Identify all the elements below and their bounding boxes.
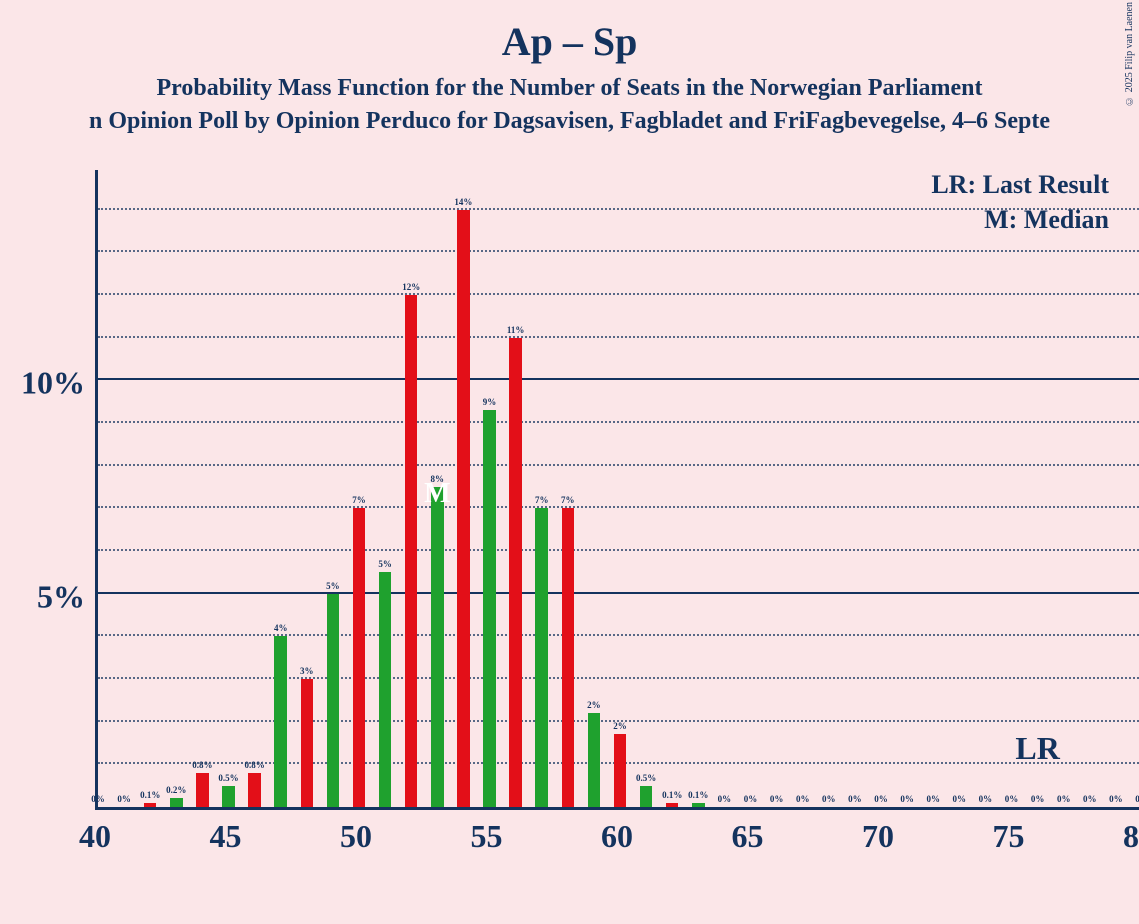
gridline-minor	[98, 634, 1139, 636]
bar-value-label: 0%	[1083, 794, 1097, 804]
gridline-major	[98, 378, 1139, 380]
bar-value-label: 0%	[796, 794, 810, 804]
median-marker: M	[424, 478, 450, 510]
bar-value-label: 0%	[979, 794, 993, 804]
bar-value-label: 0%	[117, 794, 131, 804]
gridline-minor	[98, 293, 1139, 295]
bar-value-label: 0%	[848, 794, 862, 804]
bar-value-label: 2%	[587, 700, 601, 710]
bar-value-label: 0%	[953, 794, 967, 804]
pmf-bar	[614, 734, 627, 807]
bar-value-label: 0%	[91, 794, 105, 804]
gridline-minor	[98, 506, 1139, 508]
pmf-bar	[666, 803, 679, 807]
gridline-major	[98, 592, 1139, 594]
x-axis-tick-label: 55	[471, 818, 503, 855]
bar-value-label: 12%	[402, 282, 420, 292]
pmf-bar	[562, 508, 575, 807]
pmf-bar	[483, 410, 496, 807]
bar-value-label: 0.5%	[218, 773, 238, 783]
gridline-minor	[98, 421, 1139, 423]
chart-title: Ap – Sp	[0, 0, 1139, 65]
gridline-minor	[98, 208, 1139, 210]
bar-value-label: 4%	[274, 623, 288, 633]
bar-value-label: 0%	[1109, 794, 1123, 804]
bar-value-label: 11%	[507, 325, 525, 335]
bar-value-label: 0%	[718, 794, 732, 804]
bar-value-label: 0.1%	[688, 790, 708, 800]
last-result-marker: LR	[1015, 730, 1059, 767]
legend-lr: LR: Last Result	[931, 170, 1109, 200]
bar-value-label: 0%	[1031, 794, 1045, 804]
bar-value-label: 0%	[926, 794, 940, 804]
gridline-minor	[98, 464, 1139, 466]
y-axis-tick-label: 10%	[21, 365, 85, 402]
pmf-bar	[692, 803, 705, 807]
gridline-minor	[98, 250, 1139, 252]
bar-value-label: 14%	[454, 197, 472, 207]
bar-value-label: 0%	[744, 794, 758, 804]
pmf-bar	[222, 786, 235, 807]
bar-value-label: 0%	[874, 794, 888, 804]
pmf-bar	[535, 508, 548, 807]
pmf-bar	[509, 338, 522, 807]
bar-value-label: 0%	[1005, 794, 1019, 804]
bar-value-label: 0%	[822, 794, 836, 804]
chart-subtitle-1: Probability Mass Function for the Number…	[0, 65, 1139, 102]
x-axis-tick-label: 40	[79, 818, 111, 855]
pmf-bar	[196, 773, 209, 807]
bar-value-label: 7%	[352, 495, 366, 505]
bar-value-label: 2%	[613, 721, 627, 731]
bar-value-label: 0.1%	[140, 790, 160, 800]
bar-value-label: 0%	[770, 794, 784, 804]
bar-value-label: 7%	[561, 495, 575, 505]
copyright-text: © 2025 Filip van Laenen	[1124, 2, 1135, 106]
x-axis-tick-label: 75	[993, 818, 1025, 855]
x-axis-tick-label: 60	[601, 818, 633, 855]
pmf-bar	[144, 803, 157, 807]
x-axis-tick-label: 50	[340, 818, 372, 855]
x-axis-tick-label: 80	[1123, 818, 1139, 855]
bar-value-label: 0%	[1057, 794, 1071, 804]
bar-value-label: 5%	[326, 581, 340, 591]
gridline-minor	[98, 549, 1139, 551]
bar-value-label: 0%	[1135, 794, 1139, 804]
bar-value-label: 0%	[900, 794, 914, 804]
pmf-bar	[640, 786, 653, 807]
x-axis-tick-label: 70	[862, 818, 894, 855]
bar-value-label: 9%	[483, 397, 497, 407]
bar-value-label: 0.5%	[636, 773, 656, 783]
bar-value-label: 0.1%	[662, 790, 682, 800]
pmf-bar	[588, 713, 601, 807]
pmf-bar	[327, 594, 340, 807]
bar-value-label: 3%	[300, 666, 314, 676]
pmf-bar	[353, 508, 366, 807]
pmf-bar	[457, 210, 470, 807]
pmf-bar	[301, 679, 314, 807]
chart-subtitle-2: n Opinion Poll by Opinion Perduco for Da…	[0, 102, 1139, 135]
pmf-bar	[431, 487, 444, 807]
x-axis-tick-label: 45	[210, 818, 242, 855]
gridline-minor	[98, 677, 1139, 679]
pmf-bar	[379, 572, 392, 807]
x-axis-tick-label: 65	[732, 818, 764, 855]
chart-area: 0%0%0.1%0.2%0.8%0.5%0.8%4%3%5%7%5%12%8%1…	[95, 170, 1139, 850]
pmf-bar	[405, 295, 418, 807]
y-axis-tick-label: 5%	[37, 578, 85, 615]
bar-value-label: 7%	[535, 495, 549, 505]
pmf-bar	[248, 773, 261, 807]
pmf-bar	[170, 798, 183, 807]
bar-value-label: 0.8%	[244, 760, 264, 770]
bar-value-label: 5%	[378, 559, 392, 569]
gridline-minor	[98, 336, 1139, 338]
plot-region: 0%0%0.1%0.2%0.8%0.5%0.8%4%3%5%7%5%12%8%1…	[95, 170, 1139, 810]
bar-value-label: 0.2%	[166, 785, 186, 795]
pmf-bar	[274, 636, 287, 807]
bar-value-label: 0.8%	[192, 760, 212, 770]
legend-m: M: Median	[984, 205, 1109, 235]
